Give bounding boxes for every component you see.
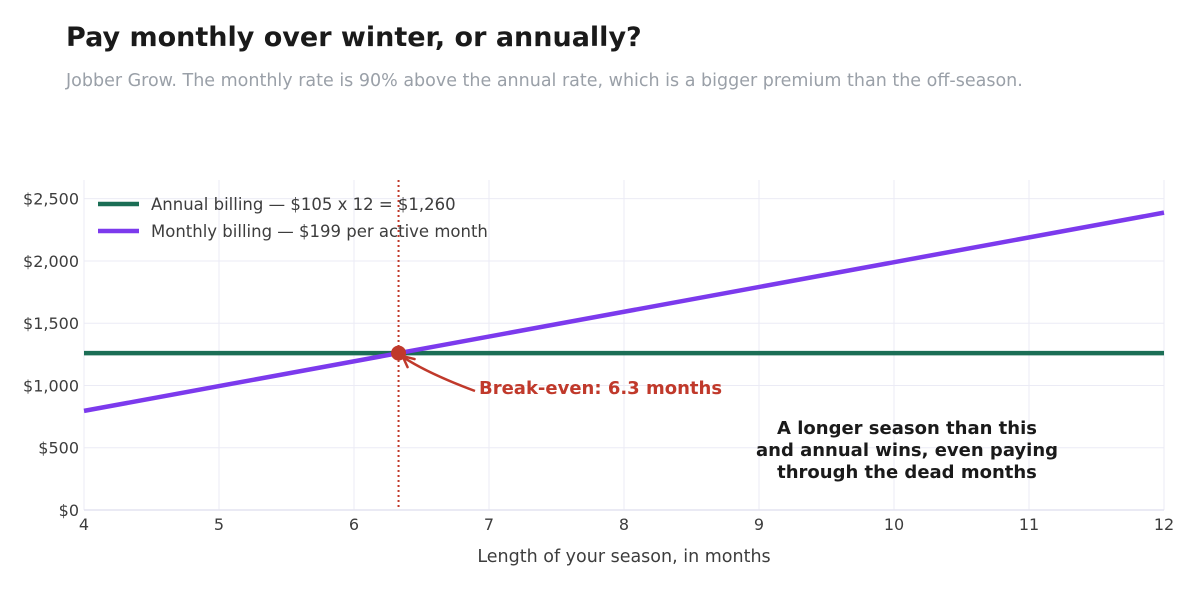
axes: 4 5 6 7 8 9 10 11 12 $0 $500 $1,000 $1,500 $2,000 $2,5… bbox=[23, 190, 1174, 567]
annotations: Break-even: 6.3 months A longer season th… bbox=[401, 354, 1058, 483]
chart-title: Pay monthly over winter, or annually? bbox=[66, 22, 642, 53]
monthly-billing-line bbox=[83, 210, 1165, 414]
breakeven-label: Break-even: 6.3 months bbox=[479, 378, 722, 399]
y-tick-label: $500 bbox=[38, 439, 79, 458]
x-tick-label: 12 bbox=[1154, 515, 1174, 534]
x-tick-label: 10 bbox=[884, 515, 904, 534]
x-tick-label: 5 bbox=[214, 515, 224, 534]
y-tick-label: $0 bbox=[59, 501, 79, 520]
x-axis-label: Length of your season, in months bbox=[477, 547, 770, 567]
annotation-arrowhead bbox=[401, 354, 416, 369]
series-lines bbox=[83, 210, 1165, 414]
x-tick-label: 8 bbox=[619, 515, 629, 534]
note-line: A longer season than this bbox=[777, 418, 1037, 439]
note-line: and annual wins, even paying bbox=[756, 440, 1058, 461]
x-tick-label: 6 bbox=[349, 515, 359, 534]
y-tick-label: $2,000 bbox=[23, 252, 79, 271]
legend: Annual billing — $105 x 12 = $1,260 Month… bbox=[98, 195, 488, 241]
legend-label: Monthly billing — $199 per active month bbox=[151, 222, 488, 241]
y-tick-label: $2,500 bbox=[23, 190, 79, 209]
x-tick-label: 4 bbox=[79, 515, 89, 534]
legend-label: Annual billing — $105 x 12 = $1,260 bbox=[151, 195, 456, 214]
x-tick-label: 7 bbox=[484, 515, 494, 534]
x-tick-label: 9 bbox=[754, 515, 764, 534]
annotation-arrow bbox=[403, 357, 476, 393]
note-line: through the dead months bbox=[777, 462, 1037, 483]
y-tick-label: $1,000 bbox=[23, 376, 79, 395]
y-tick-label: $1,500 bbox=[23, 314, 79, 333]
x-tick-label: 11 bbox=[1019, 515, 1039, 534]
chart-subtitle: Jobber Grow. The monthly rate is 90% abo… bbox=[66, 71, 1023, 91]
